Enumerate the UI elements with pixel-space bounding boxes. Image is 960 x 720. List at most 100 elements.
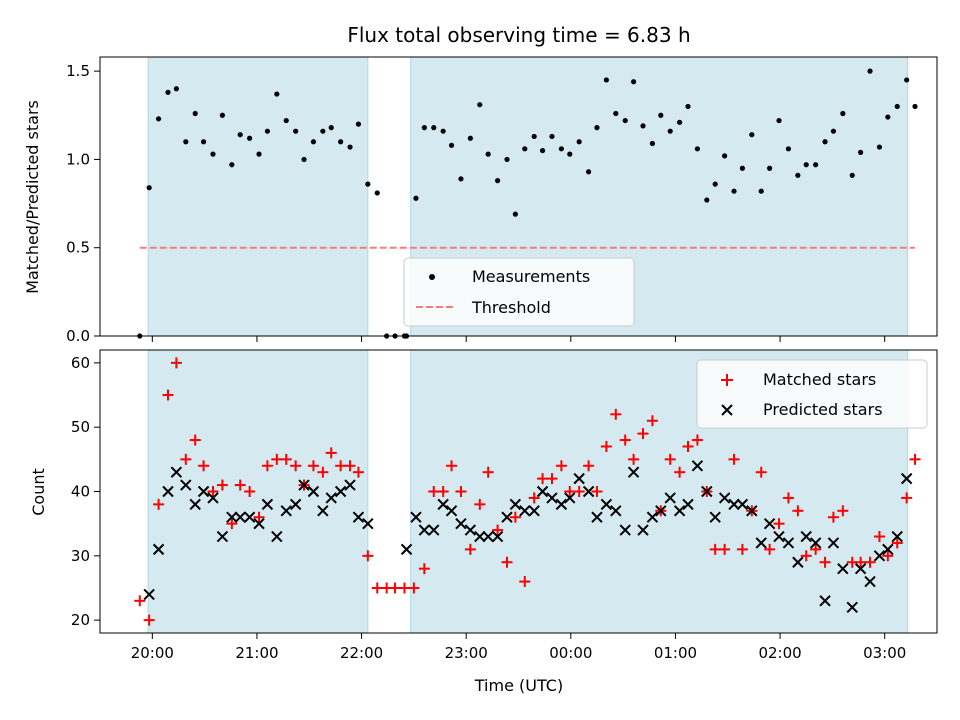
matched-star-point [519, 576, 531, 588]
matched-star-point [646, 415, 658, 427]
predicted-star-point [418, 524, 431, 536]
predicted-star-point [170, 466, 183, 478]
predicted-star-point [474, 530, 486, 543]
legend-label-threshold: Threshold [471, 298, 551, 317]
predicted-star-point [509, 498, 522, 511]
legend-marker-measurements [429, 274, 435, 280]
predicted-star-point [180, 479, 192, 491]
y-tick-label: 0.0 [66, 327, 90, 345]
matched-star-point [428, 486, 440, 497]
matched-star-point [674, 466, 686, 478]
predicted-star-point [819, 595, 831, 607]
measurement-point [885, 114, 891, 120]
predicted-star-point [782, 537, 795, 549]
matched-star-point [482, 466, 494, 478]
matched-star-point [198, 460, 210, 472]
predicted-star-point [325, 492, 337, 504]
observing-window-0 [147, 56, 369, 337]
matched-star-point [234, 479, 246, 491]
predicted-star-point [746, 505, 758, 517]
measurement-point [355, 121, 362, 127]
predicted-star-point [646, 511, 659, 523]
predicted-star-point [701, 485, 713, 498]
predicted-star-point [864, 575, 876, 588]
ratio-panel: 0.0 0.5 1.0 1.5 Matched/Predicted stars Mea… [23, 56, 938, 345]
predicted-star-point [582, 485, 595, 498]
predicted-star-point [455, 517, 467, 530]
x-tick-label: 21:00 [235, 644, 278, 662]
predicted-star-point [289, 498, 302, 511]
measurement-point [704, 197, 710, 203]
matched-star-point [564, 486, 576, 497]
x-axis-label: Time (UTC) [474, 676, 563, 695]
measurement-point [421, 125, 427, 131]
x-tick-label: 23:00 [445, 644, 488, 662]
measurement-point [458, 176, 464, 182]
y-axis-ticks: 0.0 0.5 1.0 1.5 [66, 62, 100, 345]
measurement-point [630, 79, 637, 85]
predicted-star-point [664, 492, 676, 504]
predicted-star-point [271, 530, 283, 543]
matched-star-point [389, 582, 401, 594]
matched-star-point [271, 453, 283, 465]
predicted-star-point [637, 524, 649, 536]
x-tick-label: 01:00 [654, 644, 697, 662]
predicted-star-point [261, 498, 274, 511]
measurement-points [137, 68, 918, 339]
predicted-star-point [528, 505, 540, 517]
matched-star-point [719, 543, 731, 555]
predicted-star-point [162, 485, 174, 498]
y-tick-label: 1.5 [66, 62, 90, 80]
matched-star-point [591, 486, 603, 497]
matched-star-point [619, 434, 631, 446]
matched-star-point [810, 543, 822, 555]
predicted-star-point [837, 562, 849, 575]
measurement-point [531, 133, 537, 140]
matched-star-point [728, 453, 740, 465]
legend: Measurements Threshold [403, 257, 635, 327]
y-tick-label: 1.0 [66, 150, 90, 168]
predicted-star-point [600, 498, 613, 511]
matched-star-point [280, 453, 292, 465]
measurement-point [431, 125, 437, 131]
measurement-point [183, 139, 189, 145]
matched-star-point [189, 434, 201, 446]
y-tick-label: 20 [71, 611, 90, 629]
matched-star-point [317, 466, 329, 478]
matched-star-point [162, 389, 174, 401]
measurement-point [485, 151, 491, 157]
measurement-point [712, 181, 718, 187]
measurement-point [558, 146, 564, 152]
legend-label-matched: Matched stars [763, 370, 876, 389]
measurement-point [549, 133, 555, 140]
measurement-point [658, 112, 664, 118]
observing-window-0 [147, 349, 369, 634]
x-tick-label: 03:00 [863, 644, 906, 662]
measurement-point [813, 162, 819, 168]
measurement-point [594, 125, 600, 131]
measurement-point [539, 147, 546, 154]
matched-star-point [362, 550, 374, 562]
y-axis-ticks: 20 30 40 50 60 [71, 354, 100, 629]
matched-star-point [864, 556, 876, 568]
measurement-point [876, 144, 883, 150]
matched-star-point [474, 498, 486, 510]
measurement-point [301, 156, 307, 163]
predicted-star-point [773, 530, 785, 543]
measurement-point [310, 139, 317, 145]
predicted-star-point [882, 543, 894, 556]
predicted-star-point [655, 505, 667, 517]
measurement-point [229, 162, 235, 168]
predicted-star-point [800, 530, 812, 543]
matched-star-point [335, 460, 347, 472]
matched-star-point [682, 440, 694, 452]
y-axis-label: Matched/Predicted stars [23, 100, 42, 294]
predicted-star-point [307, 485, 320, 498]
measurement-point [237, 132, 243, 138]
matched-star-point [546, 473, 558, 485]
matched-star-point [216, 479, 228, 491]
predicted-star-point [619, 524, 631, 536]
measurement-point [247, 135, 253, 141]
matched-star-point [261, 460, 273, 472]
measurement-point [822, 139, 828, 145]
